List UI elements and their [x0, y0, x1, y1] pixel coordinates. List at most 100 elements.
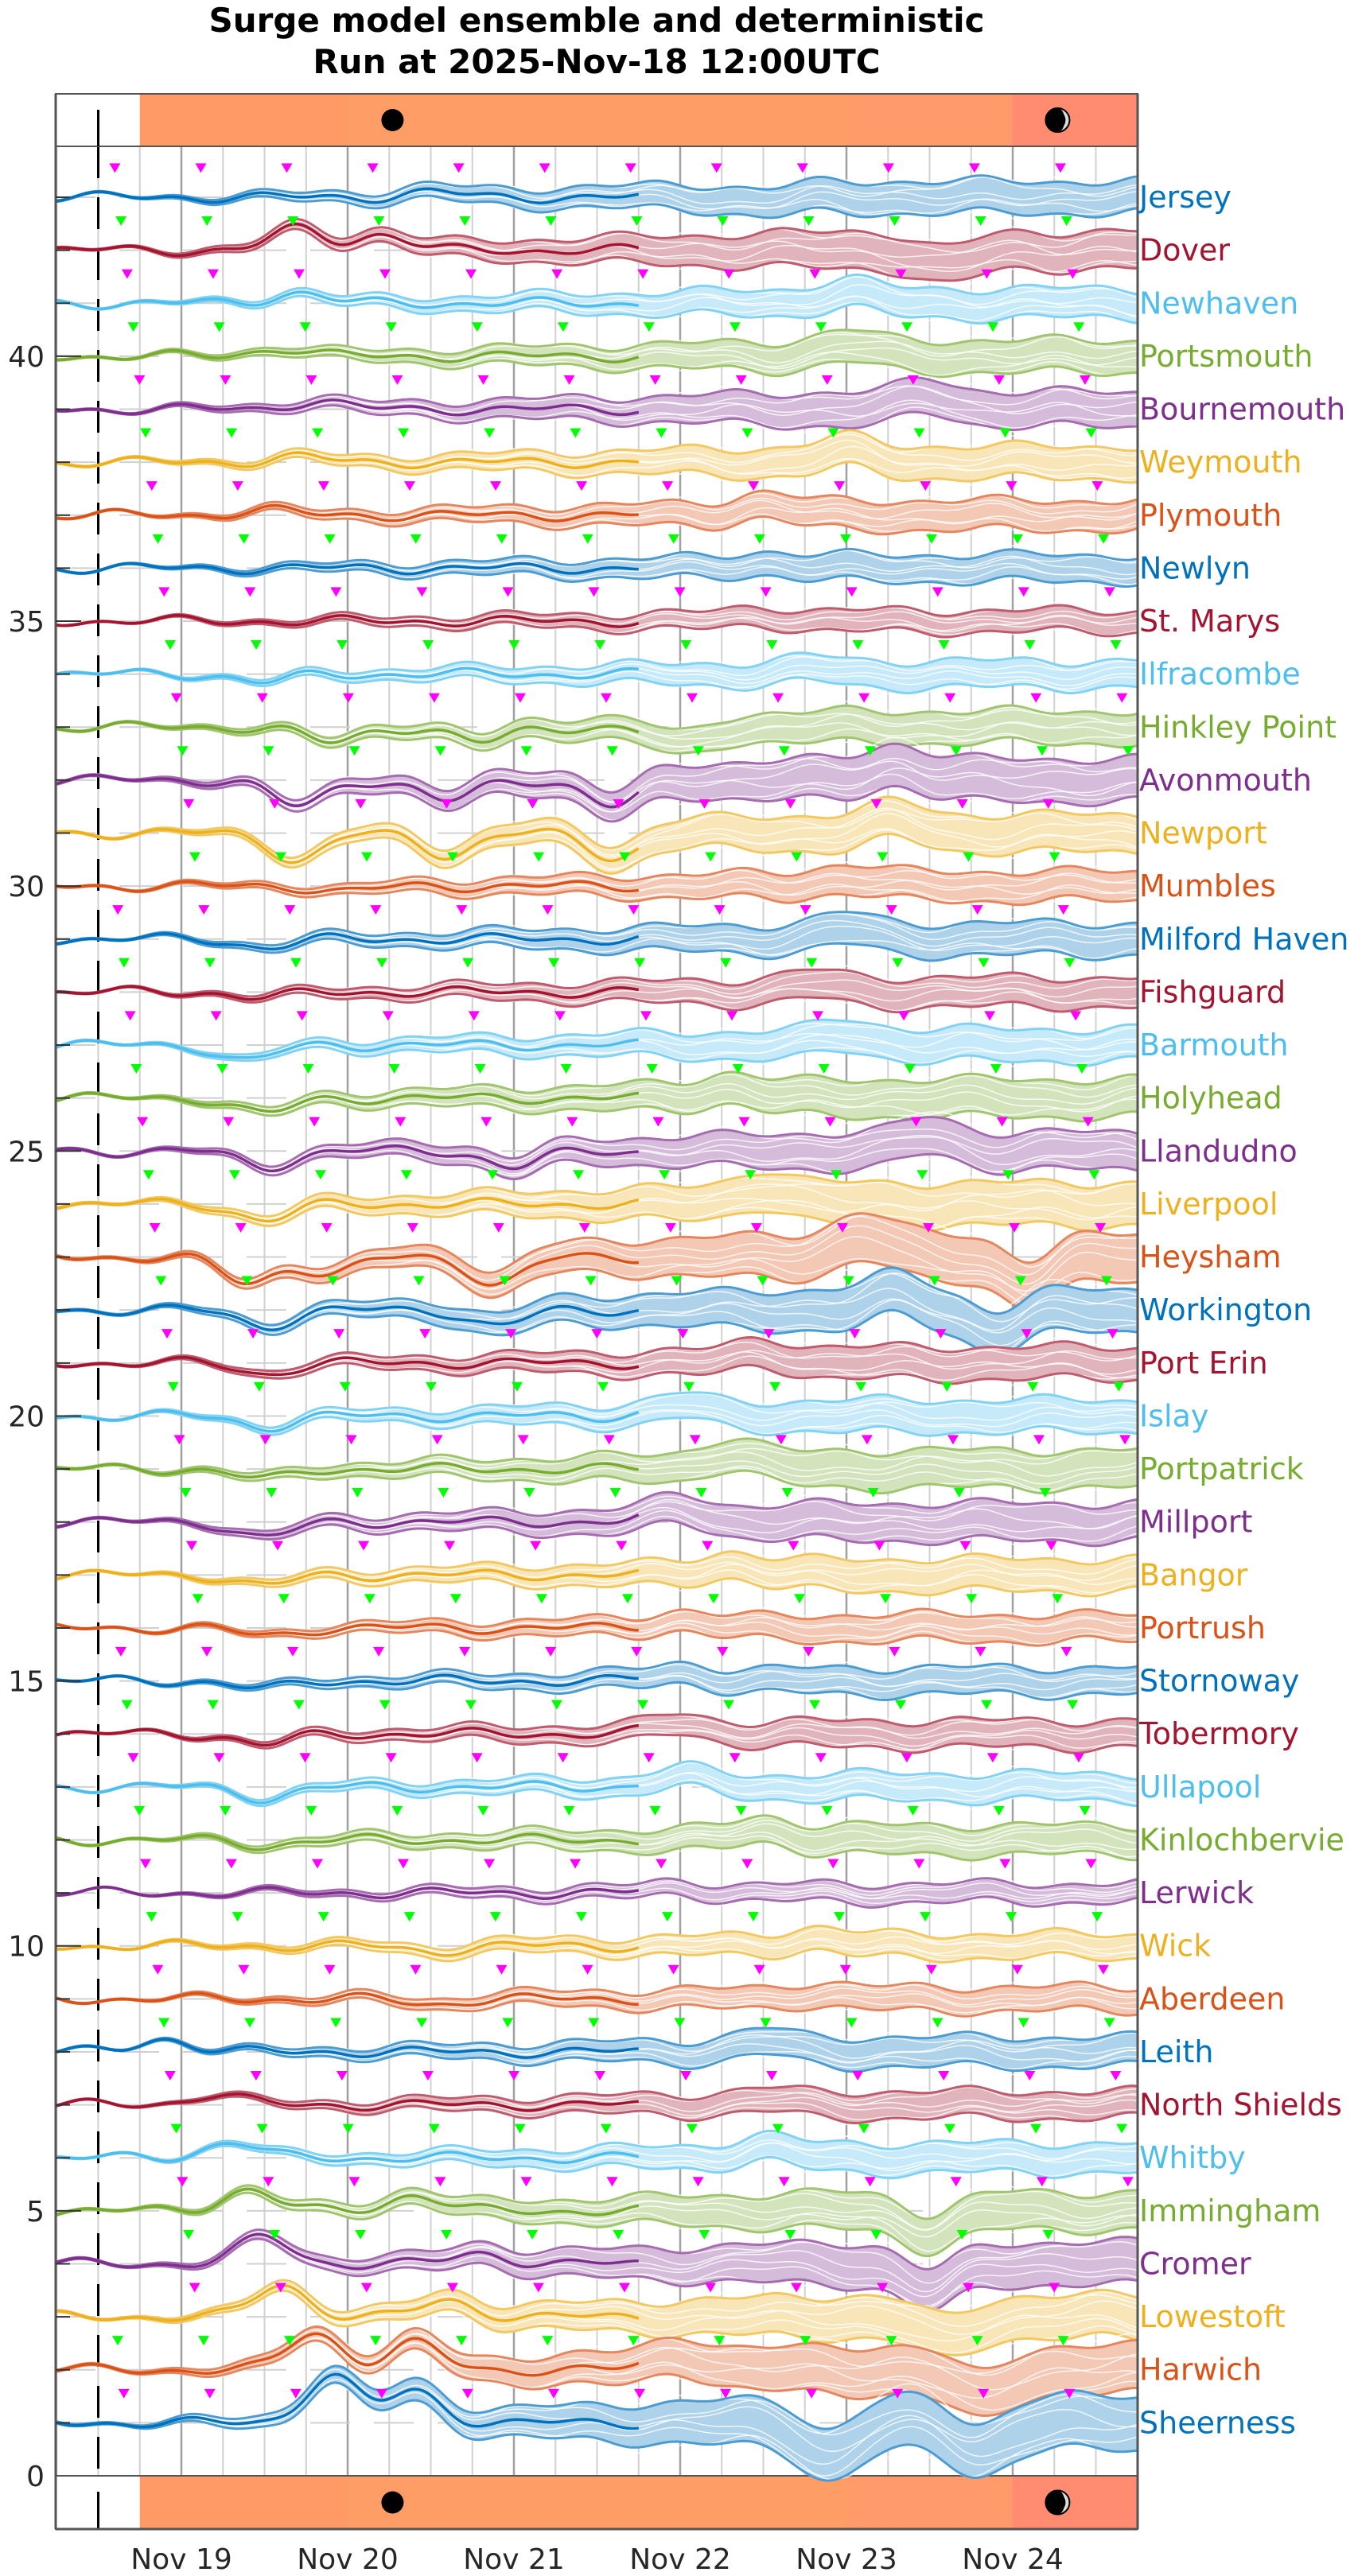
- tide-marker-triangle: [177, 2177, 189, 2187]
- tide-marker-triangle: [870, 2229, 882, 2240]
- tide-marker-triangle: [146, 1912, 158, 1922]
- tide-marker-triangle: [164, 2070, 176, 2081]
- tide-marker-triangle: [573, 1170, 585, 1180]
- ensemble-spread: [56, 744, 1138, 822]
- tide-marker-triangle: [624, 163, 636, 173]
- tide-marker-triangle: [173, 1435, 185, 1445]
- tide-marker-triangle: [889, 216, 901, 226]
- station-series: [56, 1759, 1138, 1810]
- band-segment: [846, 94, 1013, 146]
- tide-marker-triangle: [428, 693, 440, 703]
- station-label: Harwich: [1139, 2353, 1262, 2388]
- tide-marker-triangle: [413, 1276, 425, 1286]
- tide-marker-triangle: [975, 216, 986, 226]
- ensemble-spread: [56, 1337, 1138, 1384]
- station-label: Wick: [1139, 1929, 1211, 1964]
- tide-marker-triangle: [1122, 746, 1134, 756]
- ensemble-lower: [56, 1358, 1138, 1385]
- tide-marker-triangle: [198, 2336, 210, 2346]
- tide-marker-triangle: [603, 1435, 615, 1445]
- tide-marker-triangle: [1030, 2123, 1042, 2134]
- tide-marker-triangle: [594, 2070, 606, 2081]
- ensemble-lower: [56, 1675, 1138, 1702]
- tide-marker-triangle: [953, 1488, 965, 1498]
- tide-marker-triangle: [314, 1170, 326, 1180]
- tide-marker-triangle: [1116, 693, 1128, 703]
- ensemble-upper: [56, 1266, 1138, 1327]
- ensemble-upper: [56, 1660, 1138, 1687]
- tide-marker-triangle: [385, 322, 397, 332]
- tide-marker-triangle: [710, 163, 722, 173]
- ensemble-lower: [56, 2191, 1138, 2258]
- tide-marker-triangle: [880, 1594, 892, 1604]
- tide-marker-triangle: [348, 746, 360, 756]
- tide-marker-triangle: [180, 1488, 192, 1498]
- ensemble-upper: [56, 547, 1138, 574]
- tide-marker-triangle: [735, 1805, 747, 1816]
- tide-marker-triangle: [342, 2123, 354, 2134]
- tide-marker-triangle: [557, 322, 569, 332]
- tide-marker-triangle: [530, 1541, 542, 1551]
- tide-marker-triangle: [355, 798, 367, 809]
- tide-marker-triangle: [563, 375, 575, 385]
- tide-marker-triangle: [882, 163, 894, 173]
- deterministic-line: [56, 2372, 639, 2430]
- tide-marker-triangle: [723, 269, 735, 279]
- tide-marker-triangle: [578, 1222, 590, 1233]
- ensemble-upper: [56, 1980, 1138, 2004]
- station-label: Immingham: [1139, 2193, 1321, 2228]
- ensemble-upper: [56, 1925, 1138, 1952]
- tide-marker-triangle: [800, 905, 811, 915]
- deterministic-line: [56, 1832, 639, 1851]
- tide-marker-triangle: [1006, 1912, 1017, 1922]
- tide-marker-triangle: [815, 1753, 827, 1763]
- tide-marker-triangle: [582, 534, 593, 544]
- deterministic-line: [56, 880, 640, 895]
- tide-marker-triangle: [557, 1753, 569, 1763]
- ensemble-lower: [56, 1306, 1138, 1358]
- tide-marker-triangle: [379, 1700, 391, 1710]
- tide-marker-triangle: [652, 1117, 664, 1127]
- deterministic-line: [56, 503, 639, 523]
- station-labels: Jersey Dover Newhaven Portsmouth Bournemouth…: [1138, 180, 1349, 2440]
- tide-marker-triangle: [161, 1329, 173, 1339]
- ensemble-lower: [56, 2289, 1138, 2356]
- tide-marker-triangle: [717, 1646, 729, 1657]
- station-series: [56, 1980, 1138, 2019]
- full-moon-icon: [381, 109, 404, 131]
- tide-marker-triangle: [987, 322, 999, 332]
- tide-marker-triangle: [330, 2018, 342, 2028]
- tide-marker-triangle: [947, 1435, 959, 1445]
- tide-marker-triangle: [889, 1646, 901, 1657]
- ensemble-upper: [56, 1877, 1138, 1897]
- tide-marker-triangle: [336, 2070, 348, 2081]
- ensemble-member: [56, 385, 1138, 414]
- tide-marker-triangle: [944, 2123, 955, 2134]
- station-series: [56, 1490, 1138, 1549]
- ensemble-upper: [56, 911, 1138, 947]
- tide-marker-triangle: [198, 905, 210, 915]
- ensemble-lower: [56, 404, 1138, 432]
- deterministic-line: [56, 1673, 639, 1690]
- ensemble-upper: [56, 2228, 1138, 2271]
- tide-marker-triangle: [438, 1488, 449, 1498]
- deterministic-line: [56, 1304, 640, 1332]
- tide-marker-triangle: [1036, 2177, 1048, 2187]
- station-series: [56, 429, 1138, 487]
- ensemble-upper: [56, 1607, 1138, 1634]
- tide-marker-triangle: [932, 587, 944, 597]
- ensemble-upper: [56, 1490, 1138, 1533]
- ensemble-lower: [56, 615, 1138, 639]
- chart-title: Surge model ensemble and deterministic R…: [56, 0, 1138, 83]
- tide-marker-triangle: [155, 1276, 167, 1286]
- ensemble-upper: [56, 1335, 1138, 1373]
- ensemble-spread: [56, 2229, 1138, 2312]
- tide-marker-triangle: [1103, 2018, 1115, 2028]
- tide-marker-triangle: [403, 481, 415, 491]
- station-label: Heysham: [1139, 1240, 1282, 1275]
- tide-marker-triangle: [821, 375, 833, 385]
- tide-marker-triangle: [461, 2388, 473, 2399]
- tide-marker-triangle: [339, 1381, 351, 1392]
- tide-marker-triangle: [1073, 322, 1085, 332]
- ensemble-lower: [56, 455, 1138, 484]
